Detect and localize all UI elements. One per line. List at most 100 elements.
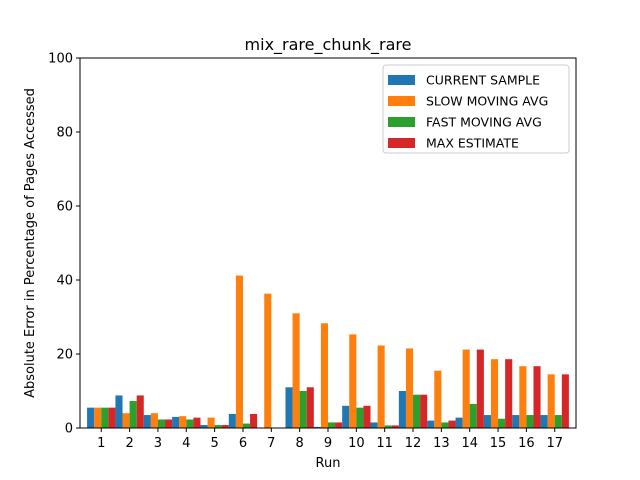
bar-3-5 <box>214 425 222 428</box>
bar-4-12 <box>420 394 428 428</box>
bar-3-11 <box>384 425 392 428</box>
bar-4-4 <box>193 417 201 428</box>
x-tick-label-17: 17 <box>546 436 563 451</box>
bars <box>87 275 569 428</box>
x-tick-label-9: 9 <box>324 436 332 451</box>
legend-swatch-3 <box>388 117 415 127</box>
bar-4-10 <box>363 405 371 428</box>
bar-2-1 <box>94 407 102 428</box>
legend-label-3: FAST MOVING AVG <box>426 115 542 130</box>
legend-swatch-2 <box>388 96 415 106</box>
y-tick-label-80: 80 <box>56 126 73 141</box>
x-tick-label-11: 11 <box>376 436 393 451</box>
bar-2-7 <box>264 293 272 428</box>
y-tick-label-40: 40 <box>56 274 73 289</box>
bar-4-13 <box>448 420 456 428</box>
bar-3-16 <box>526 415 534 428</box>
bar-3-9 <box>328 422 336 428</box>
y-tick-label-20: 20 <box>56 348 73 363</box>
bar-2-11 <box>377 345 385 428</box>
bar-1-17 <box>540 415 548 428</box>
x-tick-label-14: 14 <box>461 436 478 451</box>
x-axis: 1 2 3 4 5 6 7 8 9 10 11 12 13 14 15 16 17 <box>97 428 563 451</box>
bar-4-17 <box>561 374 569 428</box>
legend-label-1: CURRENT SAMPLE <box>426 73 540 88</box>
y-tick-label-100: 100 <box>48 52 73 67</box>
bar-4-14 <box>476 349 484 428</box>
x-tick-label-4: 4 <box>182 436 190 451</box>
x-tick-label-13: 13 <box>433 436 450 451</box>
bar-2-10 <box>349 334 357 428</box>
bar-2-5 <box>207 417 215 428</box>
bar-1-13 <box>427 420 435 428</box>
x-tick-label-8: 8 <box>296 436 304 451</box>
x-tick-label-2: 2 <box>125 436 133 451</box>
x-tick-label-5: 5 <box>210 436 218 451</box>
x-tick-label-16: 16 <box>518 436 535 451</box>
bar-3-4 <box>186 419 194 428</box>
x-tick-label-7: 7 <box>267 436 275 451</box>
chart-title: mix_rare_chunk_rare <box>245 35 412 55</box>
x-tick-label-6: 6 <box>239 436 247 451</box>
bar-2-9 <box>320 323 328 428</box>
bar-1-14 <box>455 417 463 428</box>
bar-2-12 <box>405 348 414 428</box>
bar-3-13 <box>441 422 449 428</box>
legend-label-2: SLOW MOVING AVG <box>426 94 548 109</box>
bar-3-17 <box>554 415 562 428</box>
x-axis-label: Run <box>316 456 341 471</box>
bar-1-11 <box>370 422 378 428</box>
bar-1-8 <box>285 387 293 428</box>
bar-4-2 <box>136 395 144 428</box>
bar-2-15 <box>490 359 499 428</box>
bar-3-6 <box>242 423 251 428</box>
bar-4-3 <box>165 419 173 428</box>
bar-2-8 <box>292 313 300 428</box>
bar-2-16 <box>519 366 527 428</box>
bar-4-5 <box>221 425 229 428</box>
bar-1-16 <box>512 415 520 428</box>
bar-1-4 <box>172 416 180 428</box>
bar-3-8 <box>299 391 307 428</box>
bar-4-8 <box>306 387 314 428</box>
x-tick-label-15: 15 <box>490 436 507 451</box>
y-tick-label-0: 0 <box>65 422 73 437</box>
x-tick-label-10: 10 <box>348 436 365 451</box>
bar-1-5 <box>200 425 208 428</box>
bar-2-4 <box>179 416 187 428</box>
bar-4-16 <box>533 366 541 428</box>
bar-4-15 <box>505 359 513 428</box>
legend-label-4: MAX ESTIMATE <box>426 136 519 151</box>
bar-1-1 <box>87 407 95 428</box>
bar-2-17 <box>547 374 555 428</box>
bar-1-15 <box>483 415 491 428</box>
bar-1-9 <box>313 426 321 428</box>
bar-1-12 <box>398 391 406 428</box>
bar-2-14 <box>462 349 470 428</box>
bar-2-2 <box>122 413 130 428</box>
bar-4-9 <box>335 422 343 428</box>
bar-3-15 <box>498 418 506 428</box>
bar-3-10 <box>356 407 364 428</box>
bar-1-2 <box>115 395 123 428</box>
y-axis: 0 20 40 60 80 100 <box>48 52 80 437</box>
bar-3-1 <box>101 407 109 428</box>
bar-1-10 <box>342 405 350 428</box>
x-tick-label-12: 12 <box>405 436 422 451</box>
bar-3-14 <box>469 403 477 428</box>
bar-1-3 <box>143 415 151 428</box>
legend-swatch-1 <box>388 75 415 85</box>
bar-4-6 <box>250 413 258 428</box>
legend: CURRENT SAMPLE SLOW MOVING AVG FAST MOVING… <box>382 64 570 154</box>
x-tick-label-3: 3 <box>154 436 162 451</box>
bar-4-11 <box>391 425 399 428</box>
bar-3-2 <box>129 400 137 428</box>
x-tick-label-1: 1 <box>97 436 105 451</box>
bar-1-6 <box>228 413 236 428</box>
bar-2-6 <box>235 275 243 428</box>
bar-3-3 <box>157 419 166 428</box>
legend-swatch-4 <box>388 138 415 148</box>
legend-box <box>382 64 570 154</box>
bar-2-13 <box>434 370 442 428</box>
